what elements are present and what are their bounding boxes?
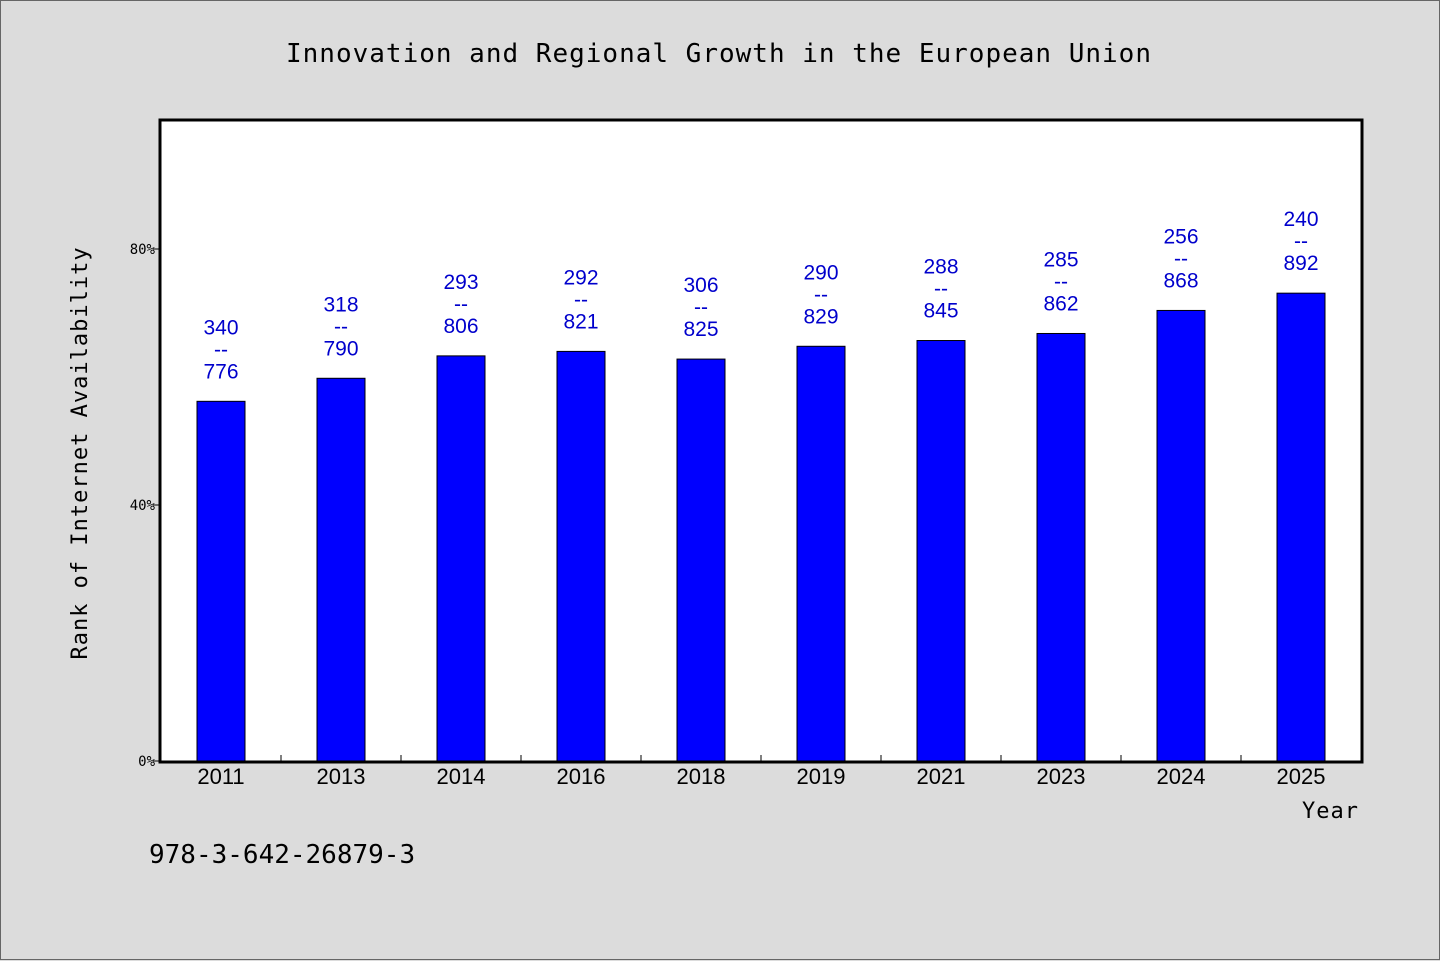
- data-label-2024-1: --: [1174, 247, 1188, 270]
- bar-2021: [916, 340, 966, 762]
- data-label-2021-0: 288: [923, 256, 958, 279]
- chart-title: Innovation and Regional Growth in the Eu…: [286, 39, 1152, 69]
- data-label-2024-0: 256: [1163, 225, 1198, 248]
- y-tick-label-40: 40%: [130, 498, 156, 514]
- x-tick-label-2023: 2023: [1037, 764, 1086, 789]
- data-label-2016-2: 821: [563, 310, 598, 333]
- data-label-2013-2: 790: [323, 337, 358, 360]
- x-tick-label-2014: 2014: [437, 764, 486, 789]
- data-label-2011-2: 776: [203, 360, 238, 383]
- x-tick-label-2025: 2025: [1277, 764, 1326, 789]
- footnote-isbn: 978-3-642-26879-3: [149, 840, 415, 870]
- data-label-2011-0: 340: [203, 316, 238, 339]
- x-axis-title: Year: [1302, 799, 1359, 824]
- data-label-2014-0: 293: [443, 271, 478, 294]
- data-label-2018-0: 306: [683, 274, 718, 297]
- data-label-2023-2: 862: [1043, 292, 1078, 315]
- x-tick-label-2016: 2016: [557, 764, 606, 789]
- bars-group: [196, 292, 1326, 762]
- data-label-2014-1: --: [454, 293, 468, 316]
- x-tick-label-2019: 2019: [797, 764, 846, 789]
- bar-2016: [556, 350, 606, 762]
- y-axis-title: Rank of Internet Availability: [68, 246, 93, 659]
- data-label-2013-1: --: [334, 315, 348, 338]
- x-tick-label-2011: 2011: [197, 764, 244, 789]
- x-ticks-group: 2011 2013 2014 2016 2018 2019 2021 2023 2024 2025: [197, 755, 1325, 789]
- x-tick-label-2024: 2024: [1157, 764, 1206, 789]
- x-tick-label-2018: 2018: [677, 764, 726, 789]
- data-label-2011-1: --: [214, 338, 228, 361]
- data-label-2018-1: --: [694, 296, 708, 319]
- data-label-2021-1: --: [934, 278, 948, 301]
- bar-2013: [316, 377, 366, 762]
- y-ticks-group: 0% 40% 80%: [130, 242, 161, 770]
- bar-2011: [196, 400, 246, 762]
- data-label-2024-2: 868: [1163, 269, 1198, 292]
- data-label-2019-1: --: [814, 283, 828, 306]
- data-label-2014-2: 806: [443, 315, 478, 338]
- bar-2019: [796, 345, 846, 762]
- data-labels-group: 340--776318--790293--806292--821306--825…: [203, 208, 1318, 383]
- y-tick-label-0: 0%: [138, 754, 155, 770]
- data-label-2018-2: 825: [683, 318, 718, 341]
- data-label-2021-2: 845: [923, 300, 958, 323]
- data-label-2025-0: 240: [1283, 208, 1318, 231]
- bar-2014: [436, 355, 486, 762]
- bar-2025: [1276, 292, 1326, 762]
- data-label-2019-2: 829: [803, 305, 838, 328]
- x-tick-label-2021: 2021: [917, 764, 966, 789]
- bar-2024: [1156, 309, 1206, 762]
- data-label-2023-0: 285: [1043, 248, 1078, 271]
- data-label-2023-1: --: [1054, 270, 1068, 293]
- data-label-2019-0: 290: [803, 261, 838, 284]
- data-label-2016-1: --: [574, 288, 588, 311]
- data-label-2025-1: --: [1294, 230, 1308, 253]
- data-label-2016-0: 292: [563, 266, 598, 289]
- x-tick-label-2013: 2013: [317, 764, 366, 789]
- data-label-2013-0: 318: [323, 293, 358, 316]
- y-tick-label-80: 80%: [130, 242, 156, 258]
- bar-2023: [1036, 332, 1086, 762]
- data-label-2025-2: 892: [1283, 252, 1318, 275]
- bar-2018: [676, 358, 726, 762]
